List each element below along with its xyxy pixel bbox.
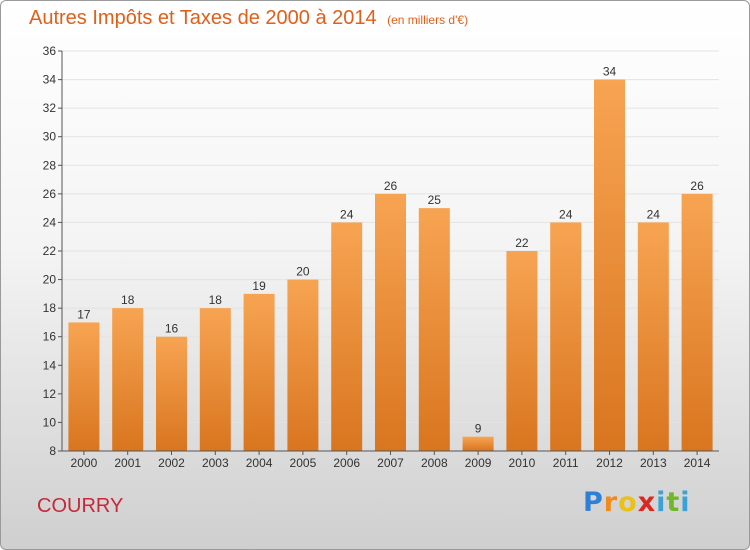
x-tick-label-2012: 2012 — [596, 456, 623, 470]
value-label-2003: 18 — [209, 293, 223, 307]
value-label-2005: 20 — [296, 265, 310, 279]
value-label-2011: 24 — [559, 207, 573, 221]
value-label-2000: 17 — [77, 307, 91, 321]
chart-title: Autres Impôts et Taxes de 2000 à 2014 — [29, 7, 377, 29]
y-tick-label: 30 — [43, 130, 57, 144]
y-tick-label: 8 — [49, 444, 56, 458]
x-tick-label-2002: 2002 — [158, 456, 185, 470]
bar-2010 — [506, 251, 538, 451]
logo-letter: t — [666, 487, 681, 518]
labels: 8 10 12 14 16 18 20 22 24 26 28 30 32 34 36 17 2000 18 200… — [43, 44, 711, 470]
bar-2009 — [462, 436, 494, 451]
y-tick-label: 22 — [43, 244, 57, 258]
x-tick-label-2003: 2003 — [202, 456, 229, 470]
bar-2001 — [112, 308, 144, 451]
bar-2002 — [156, 336, 187, 451]
y-tick-label: 34 — [43, 73, 57, 87]
value-label-2014: 26 — [690, 179, 704, 193]
x-tick-label-2000: 2000 — [71, 456, 98, 470]
x-tick-label-2010: 2010 — [509, 456, 536, 470]
axes — [58, 50, 719, 455]
bar-2003 — [199, 308, 231, 451]
x-tick-label-2006: 2006 — [333, 456, 360, 470]
y-tick-label: 20 — [43, 273, 57, 287]
chart-unit: (en milliers d'€) — [387, 13, 469, 27]
bar-2008 — [418, 208, 450, 451]
x-tick-label-2005: 2005 — [290, 456, 317, 470]
logo-letter: x — [637, 487, 657, 518]
bars — [68, 79, 713, 452]
x-tick-label-2004: 2004 — [246, 456, 273, 470]
value-label-2009: 9 — [475, 422, 482, 436]
bar-2004 — [243, 293, 275, 451]
logo-letter: o — [618, 487, 638, 518]
y-tick-label: 16 — [43, 330, 57, 344]
commune-name: COURRY — [37, 495, 124, 517]
bar-2000 — [68, 322, 100, 451]
value-label-2012: 34 — [603, 65, 617, 79]
y-tick-label: 18 — [43, 301, 57, 315]
y-tick-label: 14 — [43, 358, 57, 372]
x-tick-label-2014: 2014 — [684, 456, 711, 470]
y-tick-label: 24 — [43, 215, 57, 229]
bar-2014 — [681, 193, 713, 451]
x-tick-label-2008: 2008 — [421, 456, 448, 470]
value-label-2013: 24 — [647, 207, 661, 221]
y-tick-label: 10 — [43, 415, 57, 429]
bar-2012 — [594, 79, 625, 452]
bar-2013 — [637, 222, 669, 451]
proxiti-logo: Proxiti — [583, 487, 691, 518]
x-tick-label-2011: 2011 — [553, 456, 579, 470]
value-label-2008: 25 — [428, 193, 442, 207]
bar-2006 — [331, 222, 363, 451]
bar-2005 — [287, 279, 319, 451]
y-tick-label: 12 — [43, 387, 57, 401]
logo-letter: P — [583, 487, 604, 518]
x-tick-label-2013: 2013 — [640, 456, 667, 470]
value-label-2001: 18 — [121, 293, 135, 307]
y-tick-label: 32 — [43, 101, 57, 115]
y-tick-label: 36 — [43, 44, 57, 58]
x-tick-label-2007: 2007 — [377, 456, 404, 470]
value-label-2004: 19 — [252, 279, 266, 293]
logo-letter: i — [680, 487, 691, 518]
value-label-2006: 24 — [340, 207, 354, 221]
bar-2011 — [550, 222, 582, 451]
title-block: Autres Impôts et Taxes de 2000 à 2014 (e… — [29, 7, 468, 30]
bar-2007 — [375, 193, 406, 451]
x-tick-label-2001: 2001 — [114, 456, 141, 470]
value-label-2007: 26 — [384, 179, 398, 193]
y-tick-label: 26 — [43, 187, 57, 201]
x-tick-label-2009: 2009 — [465, 456, 492, 470]
value-label-2010: 22 — [515, 236, 529, 250]
logo-letter: i — [656, 487, 667, 518]
logo-letter: r — [603, 487, 619, 518]
y-tick-label: 28 — [43, 158, 57, 172]
value-label-2002: 16 — [165, 322, 179, 336]
